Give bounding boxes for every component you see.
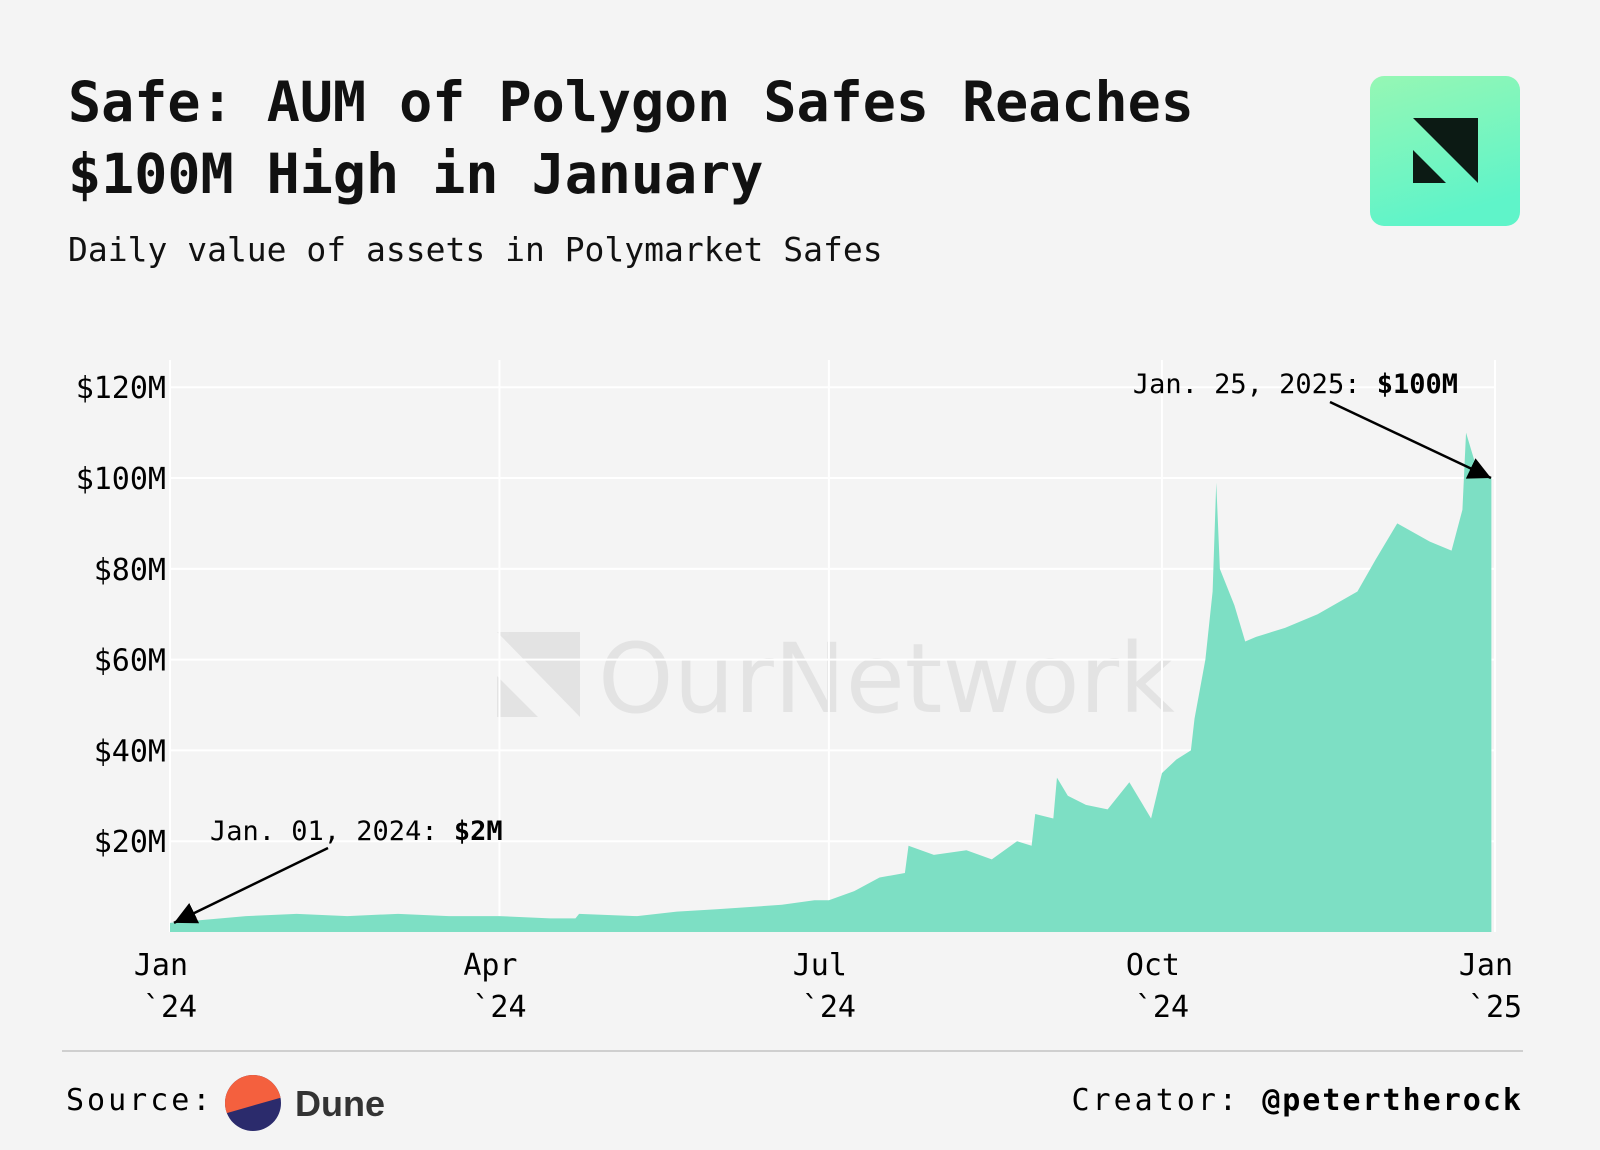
source-name: Dune [295, 1083, 385, 1124]
y-tick-label: $120M [76, 371, 166, 406]
chart-title: Safe: AUM of Polygon Safes Reaches $100M… [68, 66, 1328, 210]
title-text: AUM of Polygon Safes Reaches $100M High … [68, 70, 1194, 206]
x-tick-label: Oct `24 [1126, 948, 1198, 1025]
annotation-arrow [1329, 400, 1492, 480]
chart-subtitle: Daily value of assets in Polymarket Safe… [68, 230, 883, 269]
annotation: Jan. 25, 2025: $100M [1133, 369, 1458, 400]
title-prefix: Safe: [68, 70, 234, 134]
annotation-value: $100M [1377, 369, 1458, 400]
y-tick-label: $60M [94, 644, 166, 679]
y-tick-label: $20M [94, 825, 166, 860]
x-tick-label: Apr `24 [463, 948, 535, 1025]
x-tick-label: Jan `24 [134, 948, 206, 1025]
annotation-label: Jan. 25, 2025: [1133, 369, 1361, 400]
creator: @petertherock [1262, 1083, 1523, 1118]
y-tick-label: $80M [94, 553, 166, 588]
annotation: Jan. 01, 2024: $2M [210, 816, 503, 847]
x-tick-label: Jan `25 [1459, 948, 1531, 1025]
annotation-label: Jan. 01, 2024: [210, 816, 438, 847]
source-label: Source: [66, 1083, 213, 1118]
y-tick-label: $100M [76, 462, 166, 497]
brand-logo [1370, 76, 1520, 226]
creator-label: Creator: [1072, 1083, 1241, 1118]
dune-logo [225, 1075, 281, 1131]
x-tick-label: Jul `24 [793, 948, 865, 1025]
y-tick-label: $40M [94, 734, 166, 769]
area [170, 432, 1492, 932]
annotation-value: $2M [454, 816, 503, 847]
watermark-text: OurNetwork [598, 623, 1175, 735]
annotation-arrow [173, 846, 329, 925]
watermark: OurNetwork [497, 623, 1175, 735]
